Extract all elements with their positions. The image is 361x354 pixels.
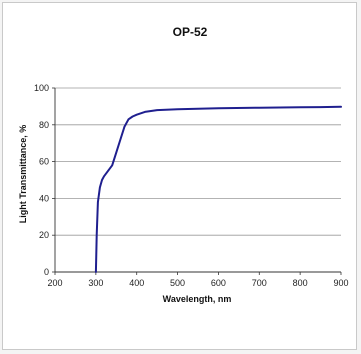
series-line-0 xyxy=(94,105,342,273)
x-axis-title: Wavelength, nm xyxy=(163,294,232,304)
x-tick-label-300: 300 xyxy=(88,278,103,288)
axes xyxy=(52,87,342,275)
tick-labels: 0 20 40 60 80 100 200 300 400 500 600 700 800 900 xyxy=(34,83,349,288)
x-tick-label-700: 700 xyxy=(252,278,267,288)
y-tick-label-40: 40 xyxy=(39,193,49,203)
y-tick-label-20: 20 xyxy=(39,230,49,240)
y-axis-title: Light Transmittance, % xyxy=(18,125,28,224)
y-tick-label-60: 60 xyxy=(39,157,49,167)
y-tick-label-80: 80 xyxy=(39,120,49,130)
chart-frame xyxy=(2,2,357,350)
y-tick-label-0: 0 xyxy=(44,267,49,277)
x-tick-label-600: 600 xyxy=(211,278,226,288)
series-group xyxy=(94,105,342,273)
x-tick-label-900: 900 xyxy=(333,278,348,288)
grid-lines xyxy=(55,87,341,236)
chart-title: OP-52 xyxy=(173,25,208,39)
x-tick-label-400: 400 xyxy=(129,278,144,288)
y-tick-label-100: 100 xyxy=(34,83,49,93)
x-tick-label-200: 200 xyxy=(47,278,62,288)
x-tick-label-500: 500 xyxy=(170,278,185,288)
x-tick-label-800: 800 xyxy=(293,278,308,288)
